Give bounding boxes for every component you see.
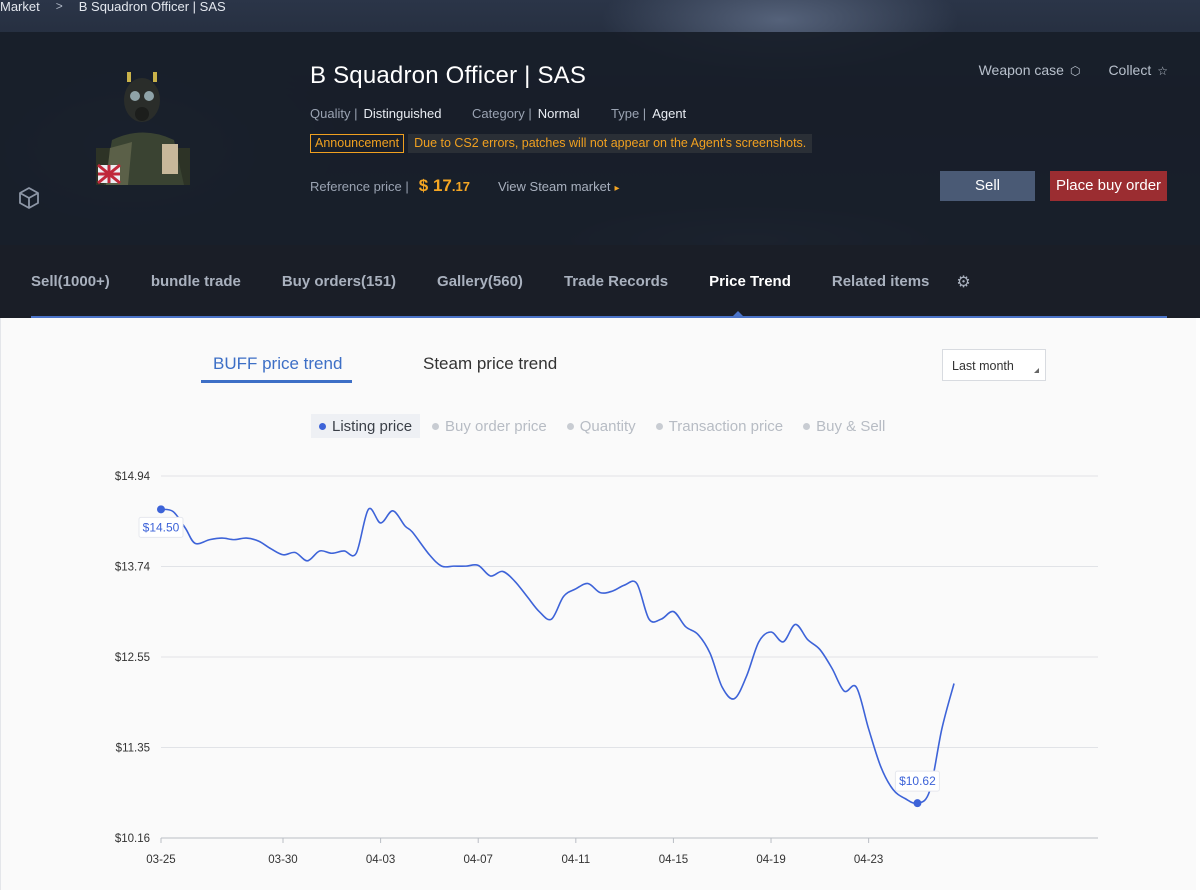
legend-dot-icon (655, 422, 663, 430)
legend-dot-icon (566, 422, 574, 430)
tab-sell[interactable]: Sell(1000+) (31, 273, 110, 290)
tab-bundle-trade[interactable]: bundle trade (150, 273, 241, 290)
highlight-point (913, 799, 922, 808)
x-tick-label: 04-03 (366, 854, 395, 866)
y-tick-label: $11.35 (116, 743, 150, 755)
category-label: Category | (472, 106, 532, 121)
dropdown-corner-icon (1034, 368, 1039, 373)
x-tick-label: 04-07 (464, 854, 493, 866)
chevron-right-icon: > (55, 0, 63, 13)
price-trend-panel: BUFF price trend Steam price trend Last … (0, 318, 1200, 890)
x-tick-label: 04-19 (756, 854, 785, 866)
listing-price-line (160, 507, 955, 805)
price-tooltip-label: $10.62 (899, 774, 936, 788)
tab-gallery[interactable]: Gallery(560) (437, 273, 523, 290)
item-title: B Squadron Officer | SAS (310, 62, 587, 89)
tab-price-trend[interactable]: Price Trend (709, 273, 791, 290)
tab-underline (31, 316, 1167, 318)
category-info: Category | Normal (472, 106, 580, 121)
x-tick-label: 04-15 (659, 854, 688, 866)
legend-dot-icon (319, 422, 326, 430)
tab-buy-orders[interactable]: Buy orders(151) (281, 273, 397, 290)
x-tick-label: 04-23 (854, 854, 883, 866)
agent-image (96, 72, 190, 185)
period-select[interactable]: Last month (942, 349, 1046, 381)
item-panel: B Squadron Officer | SAS Quality | Distin… (0, 32, 1200, 245)
tab-list: Sell(1000+) bundle trade Buy orders(151)… (31, 245, 971, 318)
steam-price-trend-tab[interactable]: Steam price trend (423, 354, 558, 373)
chart-legend: Listing price Buy order price Quantity T… (311, 414, 897, 438)
y-tick-label: $14.94 (115, 471, 151, 483)
reference-price: Reference price | $ 17.17 View Steam mar… (310, 176, 619, 196)
price-tooltip-label: $14.50 (143, 520, 180, 534)
tab-trade-records[interactable]: Trade Records (563, 273, 669, 290)
x-tick-label: 04-11 (562, 854, 591, 866)
breadcrumb: Market > B Squadron Officer | SAS (0, 0, 226, 16)
star-icon: ☆ (1157, 64, 1168, 78)
tab-related-items[interactable]: Related items (831, 273, 930, 290)
type-label: Type | (611, 106, 647, 121)
place-buy-order-button[interactable]: Place buy order (1050, 171, 1167, 201)
price-tooltip (894, 770, 940, 792)
y-tick-label: $10.16 (115, 833, 150, 845)
hero-actions: Weapon case ⬡ Collect ☆ (979, 62, 1168, 78)
quality-label: Quality | (310, 106, 358, 121)
period-value: Last month (952, 359, 1014, 373)
sell-button[interactable]: Sell (940, 171, 1035, 201)
collect-button[interactable]: Collect ☆ (1108, 62, 1168, 78)
type-value: Agent (652, 106, 687, 121)
view-steam-market-link[interactable]: View Steam market ▸ (497, 179, 620, 194)
active-tab-caret (733, 311, 743, 316)
announcement: Announcement Due to CS2 errors, patches … (310, 134, 813, 153)
x-tick-label: 03-25 (146, 854, 175, 866)
legend-transaction-price[interactable]: Transaction price (648, 414, 792, 438)
legend-dot-icon (803, 422, 811, 430)
trend-tab-underline (201, 380, 352, 383)
quality-value: Distinguished (363, 106, 442, 121)
legend-listing-price[interactable]: Listing price (311, 414, 421, 438)
cube-icon: ⬡ (1069, 64, 1081, 78)
reference-label: Reference price | (310, 179, 409, 194)
buff-price-trend-tab[interactable]: BUFF price trend (213, 354, 343, 373)
category-value: Normal (537, 106, 580, 121)
reference-price-value: $ 17.17 (418, 176, 470, 195)
price-chart: $14.94 $13.74 $12.55 $11.35 $10.16 03-25 03-30… (115, 471, 1098, 866)
x-tick-label: 03-30 (268, 854, 297, 866)
y-tick-label: $12.55 (115, 652, 150, 664)
breadcrumb-market[interactable]: Market (0, 0, 40, 14)
chart-card: BUFF price trend Steam price trend Last … (0, 318, 1196, 890)
y-tick-label: $13.74 (115, 562, 151, 574)
announcement-text: Due to CS2 errors, patches will not appe… (408, 134, 813, 153)
3d-view-icon[interactable] (17, 186, 41, 210)
type-info: Type | Agent (611, 106, 686, 121)
legend-buy-and-sell[interactable]: Buy & Sell (795, 414, 893, 438)
announcement-tag: Announcement (310, 134, 405, 153)
legend-buy-order-price[interactable]: Buy order price (424, 414, 555, 438)
tab-bar: Sell(1000+) bundle trade Buy orders(151)… (0, 245, 1200, 318)
arrow-right-icon: ▸ (614, 183, 620, 194)
price-tooltip (138, 516, 184, 538)
weapon-case-link[interactable]: Weapon case ⬡ (978, 62, 1081, 78)
highlight-point (157, 505, 165, 514)
legend-quantity[interactable]: Quantity (559, 414, 644, 438)
legend-dot-icon (432, 422, 440, 430)
quality-info: Quality | Distinguished (310, 106, 442, 121)
settings-icon[interactable]: ⚙ (956, 273, 971, 291)
breadcrumb-current: B Squadron Officer | SAS (78, 0, 226, 14)
